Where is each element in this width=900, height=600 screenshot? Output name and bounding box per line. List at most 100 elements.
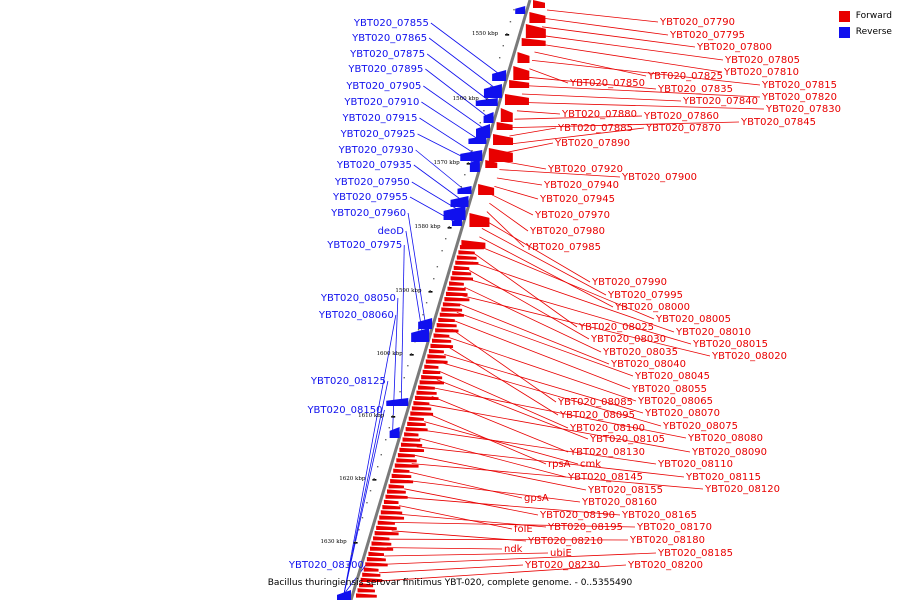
minor-tick bbox=[358, 529, 360, 531]
minor-tick bbox=[373, 478, 375, 480]
minor-tick bbox=[506, 33, 508, 35]
legend-label-reverse: Reverse bbox=[855, 27, 892, 37]
forward-gene bbox=[408, 416, 424, 421]
forward-label-leader bbox=[399, 505, 513, 530]
forward-gene bbox=[496, 122, 513, 130]
forward-gene bbox=[413, 401, 430, 406]
scale-tick-mark bbox=[409, 354, 414, 356]
forward-gene bbox=[445, 291, 468, 296]
forward-label-leader bbox=[546, 9, 659, 23]
forward-gene-label: YBT020_08105 bbox=[589, 434, 665, 445]
forward-gene-label: YBT020_08075 bbox=[662, 421, 738, 432]
forward-gene-label: YBT020_07795 bbox=[669, 30, 745, 41]
forward-label-leader bbox=[499, 169, 621, 178]
minor-tick bbox=[361, 517, 364, 519]
reverse-label-leader bbox=[428, 37, 496, 89]
reverse-gene bbox=[386, 398, 409, 406]
reverse-label-leader bbox=[343, 314, 397, 595]
forward-gene bbox=[500, 108, 513, 122]
forward-gene bbox=[422, 369, 441, 374]
forward-gene-label: YBT020_08145 bbox=[567, 472, 643, 483]
forward-gene-label: gpsA bbox=[524, 493, 549, 504]
minor-tick bbox=[471, 150, 473, 152]
forward-label-leader bbox=[454, 320, 631, 390]
forward-gene-label: YBT020_07880 bbox=[561, 109, 637, 120]
scale-ticks: 1550 kbp 1560 kbp 1570 kbp 1580 kbp 1590 kbp… bbox=[320, 9, 515, 567]
forward-label-leader bbox=[381, 552, 657, 565]
forward-label-leader bbox=[506, 127, 645, 145]
forward-gene bbox=[452, 271, 472, 276]
forward-gene bbox=[400, 442, 423, 447]
forward-gene-label: YBT020_08005 bbox=[655, 314, 731, 325]
forward-label-leader bbox=[451, 328, 557, 403]
forward-label-leader bbox=[379, 564, 524, 574]
forward-gene-label: YBT020_08065 bbox=[637, 396, 713, 407]
gene-features bbox=[337, 0, 546, 600]
forward-gene bbox=[418, 385, 435, 390]
reverse-gene-label: YBT020_08060 bbox=[318, 310, 394, 321]
forward-gene bbox=[433, 333, 450, 338]
forward-gene bbox=[456, 255, 477, 260]
reverse-gene bbox=[483, 112, 494, 123]
forward-gene-label: YBT020_08120 bbox=[704, 484, 780, 495]
reverse-gene-label: YBT020_07975 bbox=[326, 240, 402, 251]
reverse-label-leader bbox=[413, 164, 462, 201]
minor-tick bbox=[429, 290, 431, 292]
forward-gene bbox=[435, 328, 459, 333]
reverse-gene bbox=[476, 124, 491, 138]
forward-label-leader bbox=[504, 142, 554, 154]
reverse-gene-label: YBT020_07855 bbox=[353, 18, 429, 29]
forward-label-leader bbox=[481, 228, 607, 296]
forward-gene bbox=[438, 317, 455, 322]
forward-gene bbox=[405, 427, 428, 432]
minor-tick bbox=[351, 553, 353, 555]
forward-gene bbox=[419, 380, 444, 385]
forward-gene-label: YBT020_08040 bbox=[610, 359, 686, 370]
forward-gene-label: YBT020_08230 bbox=[524, 560, 600, 571]
minor-tick bbox=[460, 186, 462, 188]
forward-gene bbox=[478, 184, 495, 195]
forward-gene bbox=[359, 583, 374, 588]
forward-gene-label: YBT020_08110 bbox=[657, 459, 733, 470]
reverse-label-leader bbox=[343, 564, 367, 595]
forward-gene bbox=[377, 520, 395, 525]
forward-gene-label: YBT020_07990 bbox=[591, 277, 667, 288]
forward-gene-label: YBT020_07830 bbox=[765, 104, 841, 115]
scale-tick-label: 1620 kbp bbox=[339, 476, 366, 482]
forward-gene-label: ndk bbox=[504, 544, 523, 555]
reverse-label-leader bbox=[415, 149, 465, 191]
reverse-gene-label: YBT020_08125 bbox=[310, 376, 386, 387]
reverse-gene-label: YBT020_07935 bbox=[336, 160, 412, 171]
minor-tick bbox=[407, 365, 409, 367]
minor-tick bbox=[467, 162, 470, 164]
scale-tick-label: 1580 kbp bbox=[414, 224, 441, 230]
forward-gene bbox=[394, 463, 419, 468]
reverse-label-leader bbox=[430, 22, 500, 75]
forward-label-leader bbox=[539, 34, 724, 61]
minor-tick bbox=[403, 377, 405, 379]
reverse-gene bbox=[469, 158, 480, 172]
forward-gene bbox=[363, 567, 379, 572]
forward-label-leader bbox=[496, 177, 543, 186]
forward-gene bbox=[450, 276, 474, 281]
forward-gene-label: YBT020_07835 bbox=[657, 84, 733, 95]
forward-gene bbox=[441, 307, 463, 312]
forward-label-leader bbox=[384, 552, 549, 557]
reverse-gene-label: YBT020_07865 bbox=[351, 33, 427, 44]
forward-label-leader bbox=[464, 286, 602, 353]
forward-gene bbox=[382, 505, 401, 510]
forward-gene bbox=[425, 359, 448, 364]
reverse-gene-label: YBT020_07925 bbox=[340, 129, 416, 140]
forward-label-leader bbox=[456, 312, 634, 377]
forward-gene-label: YBT020_07845 bbox=[740, 117, 816, 128]
scale-tick-mark bbox=[428, 291, 433, 293]
forward-gene bbox=[407, 421, 426, 426]
forward-gene-label: YBT020_07860 bbox=[643, 111, 719, 122]
reverse-label-leader bbox=[343, 380, 389, 595]
forward-label-leader bbox=[444, 354, 644, 414]
reverse-gene-label: YBT020_07910 bbox=[343, 97, 419, 108]
forward-gene bbox=[397, 453, 415, 458]
forward-label-leader bbox=[404, 488, 539, 516]
forward-gene-label: YBT020_08195 bbox=[547, 522, 623, 533]
forward-gene bbox=[390, 479, 414, 484]
